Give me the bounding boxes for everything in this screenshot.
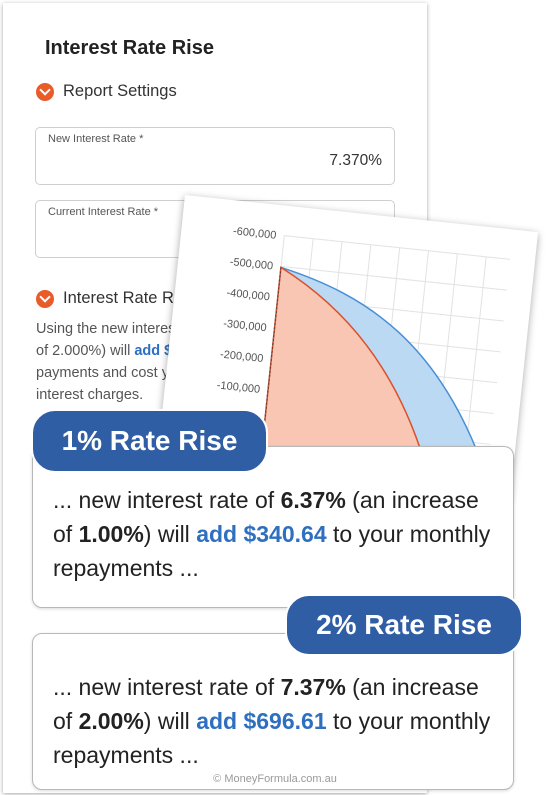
y-tick-label: -600,000 [232, 225, 276, 241]
new-rate-value: 7.37% [280, 674, 346, 700]
interest-rate-rise-toggle[interactable]: Interest Rate Rise [36, 289, 195, 308]
interest-rate-rise-label: Interest Rate Rise [63, 289, 196, 307]
increase-value: 1.00% [78, 521, 144, 547]
new-rate-value: 6.37% [280, 487, 346, 513]
y-tick-label: -300,000 [223, 318, 267, 334]
y-tick-label: -200,000 [219, 349, 263, 365]
chevron-down-icon [36, 82, 54, 101]
report-settings-toggle[interactable]: Report Settings [36, 82, 177, 101]
y-tick-label: -500,000 [229, 256, 273, 272]
panel-title: Interest Rate Rise [45, 37, 214, 59]
loan-balance-chart: -600,000 -500,000 -400,000 -300,000 -200,000… [216, 225, 511, 479]
callout-1pct-text: ... new interest rate of 6.37% (an incre… [53, 487, 491, 581]
grid-line [284, 235, 511, 260]
callout-2pct-text: ... new interest rate of 7.37% (an incre… [53, 674, 491, 768]
report-settings-label: Report Settings [63, 82, 177, 100]
callout-2pct: ... new interest rate of 7.37% (an incre… [32, 633, 514, 790]
chevron-down-icon [36, 289, 54, 308]
increase-value: 2.00% [78, 708, 144, 734]
grid-line [281, 265, 507, 291]
chart-card: -600,000 -500,000 -400,000 -300,000 -200,000… [156, 195, 539, 501]
copyright-footer: © MoneyFormula.com.au [213, 773, 337, 785]
callout-1pct: ... new interest rate of 6.37% (an incre… [32, 446, 514, 608]
badge-2pct-rate-rise: 2% Rate Rise [285, 594, 523, 656]
monthly-add-amount: add $696.61 [196, 708, 327, 734]
new-interest-rate-field[interactable]: New Interest Rate * 7.370% [35, 127, 395, 185]
description-line: Using the new interest [36, 321, 180, 337]
current-interest-rate-label: Current Interest Rate * [48, 206, 159, 218]
new-interest-rate-value[interactable]: 7.370% [329, 152, 382, 169]
y-tick-label: -400,000 [226, 287, 270, 303]
new-interest-rate-label: New Interest Rate * [48, 133, 144, 145]
description-text: Using the new interest of 2.000%) will a… [36, 318, 196, 406]
badge-1pct-rate-rise: 1% Rate Rise [31, 409, 268, 473]
y-tick-label: -100,000 [216, 379, 260, 395]
description-line: interest charges. [36, 387, 144, 403]
description-line: payments and cost yo [36, 365, 178, 381]
monthly-add-amount: add $340.64 [196, 521, 327, 547]
